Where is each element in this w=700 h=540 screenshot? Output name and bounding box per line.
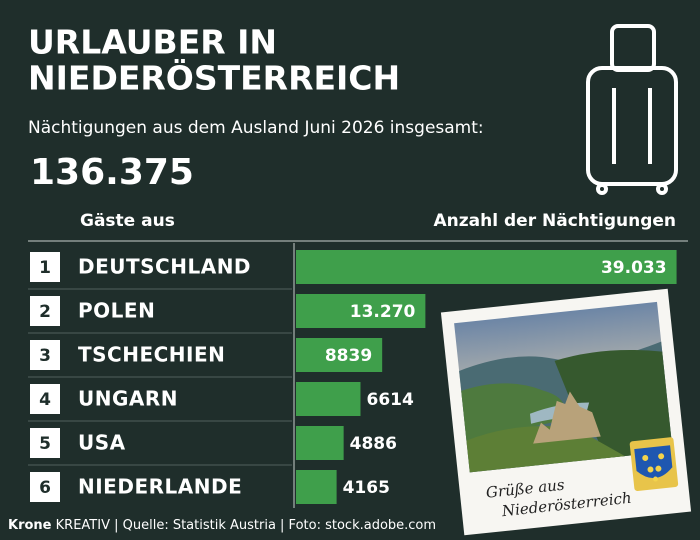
bar <box>296 250 677 284</box>
footer-brand: Krone <box>8 518 52 533</box>
rows: 1 DEUTSCHLAND 39.033 2 POLEN 13.270 3 TSCHECHIE… <box>28 250 677 504</box>
subtitle: Nächtigungen aus dem Ausland Juni 2026 i… <box>28 118 484 138</box>
rank: 1 <box>39 258 51 278</box>
category-label: POLEN <box>78 299 155 323</box>
rank-box <box>30 428 60 458</box>
footer-credits: | Quelle: Statistik Austria | Foto: stoc… <box>114 518 436 533</box>
column-header: Gäste aus <box>80 211 175 231</box>
bar <box>296 382 361 416</box>
bar <box>296 338 383 372</box>
value-label: 4886 <box>350 434 397 454</box>
value-label: 8839 <box>325 346 372 366</box>
value-label: 13.270 <box>350 302 416 322</box>
rank: 4 <box>39 390 51 410</box>
rank-box <box>30 340 60 370</box>
coat-of-arms <box>629 437 679 491</box>
rank: 5 <box>39 434 51 454</box>
total: 136.375 <box>30 152 194 193</box>
bar <box>296 426 344 460</box>
value-label: 4165 <box>343 478 390 498</box>
column-header: Anzahl der Nächtigungen <box>434 211 676 231</box>
category-label: UNGARN <box>78 387 178 411</box>
footer: Krone KREATIV | Quelle: Statistik Austri… <box>8 518 436 533</box>
category-label: DEUTSCHLAND <box>78 255 251 279</box>
title-line: URLAUBER IN <box>28 23 277 62</box>
rank: 6 <box>39 478 51 498</box>
rank-box <box>30 472 60 502</box>
postcard: Grüße aus Niederösterreich <box>440 288 692 536</box>
rank-box <box>30 384 60 414</box>
footer-brand-suffix: KREATIV <box>56 518 110 533</box>
postcard-photo <box>454 301 673 473</box>
category-label: USA <box>78 431 126 455</box>
rank: 2 <box>39 302 51 322</box>
bar <box>296 294 426 328</box>
title-line: NIEDERÖSTERREICH <box>28 58 400 98</box>
category-label: TSCHECHIEN <box>78 343 225 367</box>
value-label: 6614 <box>366 390 413 410</box>
suitcase-icon <box>586 24 678 195</box>
rank-box <box>30 296 60 326</box>
rank-box <box>30 252 60 282</box>
category-label: NIEDERLANDE <box>78 475 242 499</box>
bar <box>296 470 337 504</box>
rank: 3 <box>39 346 51 366</box>
value-label: 39.033 <box>601 258 667 278</box>
